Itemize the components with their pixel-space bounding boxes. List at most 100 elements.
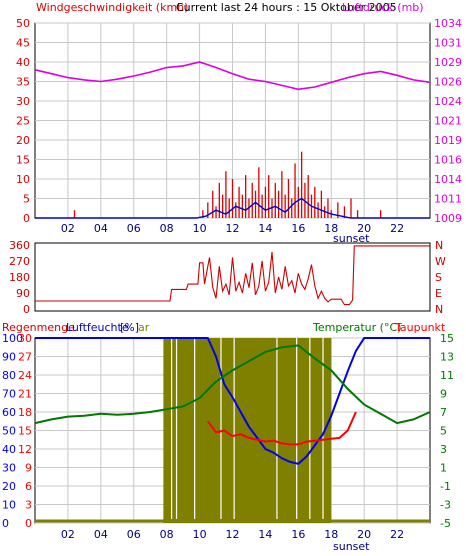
wind-tick-label: 40 — [16, 56, 30, 69]
rain-band — [163, 338, 332, 523]
x-tick-label-bottom: 16 — [291, 528, 305, 541]
compass-label: S — [435, 271, 442, 284]
humidity-tick-label: 90 — [2, 351, 16, 364]
dewpoint-tick-label: 6 — [25, 480, 32, 493]
x-tick-label-bottom: 02 — [61, 528, 75, 541]
x-tick-label-top: 02 — [61, 222, 75, 235]
pressure-tick-label: 1016 — [434, 154, 462, 167]
temperature-tick-label: -1 — [440, 480, 451, 493]
direction-tick-label: 180 — [9, 271, 30, 284]
wind-tick-label: 10 — [16, 173, 30, 186]
wind-tick-label: 5 — [23, 193, 30, 206]
x-tick-label-top: 14 — [258, 222, 272, 235]
sunset-label-bottom: sunset — [333, 540, 370, 552]
pressure-tick-label: 1014 — [434, 173, 462, 186]
x-tick-label-bottom: 06 — [127, 528, 141, 541]
x-tick-label-bottom: 04 — [94, 528, 108, 541]
x-tick-label-bottom: 12 — [226, 528, 240, 541]
dewpoint-tick-label: 3 — [25, 499, 32, 512]
temperature-tick-label: 13 — [440, 351, 454, 364]
humidity-tick-label: 40 — [2, 443, 16, 456]
dewpoint-tick-label: 27 — [18, 351, 32, 364]
pressure-tick-label: 1026 — [434, 76, 462, 89]
wind-tick-label: 30 — [16, 95, 30, 108]
compass-label: N — [435, 239, 443, 252]
temperature-tick-label: 7 — [440, 406, 447, 419]
temperature-tick-label: 11 — [440, 369, 454, 382]
dewpoint-tick-label: 0 — [25, 517, 32, 530]
pressure-tick-label: 1019 — [434, 134, 462, 147]
direction-tick-label: 0 — [23, 303, 30, 316]
wind-tick-label: 20 — [16, 134, 30, 147]
x-tick-label-top: 12 — [226, 222, 240, 235]
compass-label: W — [435, 255, 446, 268]
dewpoint-label: Taupunkt — [394, 321, 446, 334]
wind-axis-title: Windgeschwindigkeit (kmh) — [36, 1, 188, 14]
temperature-tick-label: 9 — [440, 388, 447, 401]
direction-tick-label: 90 — [16, 287, 30, 300]
chart-layers: 0510152025303540455010091011101410161019… — [2, 17, 462, 541]
humidity-tick-label: 50 — [2, 425, 16, 438]
dewpoint-tick-label: 24 — [18, 369, 32, 382]
rain-unit-tail: ar — [138, 321, 150, 334]
x-tick-label-top: 18 — [324, 222, 338, 235]
pressure-line — [34, 61, 431, 91]
pressure-axis-title: Luftdruck (mb) — [342, 1, 424, 14]
dewpoint-tick-label: 30 — [18, 332, 32, 345]
direction-line — [35, 245, 430, 306]
x-tick-label-top: 08 — [160, 222, 174, 235]
wind-tick-label: 15 — [16, 154, 30, 167]
humidity-tick-label: 20 — [2, 480, 16, 493]
humidity-tick-label: 70 — [2, 388, 16, 401]
dewpoint-tick-label: 12 — [18, 443, 32, 456]
x-tick-label-bottom: 18 — [324, 528, 338, 541]
direction-tick-label: 360 — [9, 239, 30, 252]
dewpoint-line — [206, 411, 357, 446]
direction-tick-label: 270 — [9, 255, 30, 268]
chart-title: Current last 24 hours : 15 Oktober 2005 — [176, 1, 397, 14]
sunset-label-top: sunset — [333, 232, 370, 245]
wind-tick-label: 35 — [16, 76, 30, 89]
dewpoint-tick-label: 15 — [18, 425, 32, 438]
x-tick-label-top: 04 — [94, 222, 108, 235]
pressure-tick-label: 1009 — [434, 212, 462, 225]
humidity-tick-label: 80 — [2, 369, 16, 382]
pressure-tick-label: 1031 — [434, 37, 462, 50]
x-tick-label-bottom: 20 — [357, 528, 371, 541]
x-tick-label-top: 16 — [291, 222, 305, 235]
x-tick-label-bottom: 22 — [390, 528, 404, 541]
x-tick-label-top: 06 — [127, 222, 141, 235]
x-tick-label-top: 20 — [357, 222, 371, 235]
wind-tick-label: 0 — [23, 212, 30, 225]
humidity-label: Luftfeuchte — [66, 321, 129, 334]
x-tick-label-bottom: 14 — [258, 528, 272, 541]
temperature-tick-label: -5 — [440, 517, 451, 530]
rain-label: Regenmenge — [2, 321, 75, 334]
dewpoint-tick-label: 9 — [25, 462, 32, 475]
temperature-tick-label: 1 — [440, 462, 447, 475]
pressure-tick-label: 1029 — [434, 56, 462, 69]
pressure-tick-label: 1034 — [434, 17, 462, 30]
humidity-tick-label: 30 — [2, 462, 16, 475]
humidity-tick-label: 60 — [2, 406, 16, 419]
wind-tick-label: 45 — [16, 37, 30, 50]
humidity-tick-label: 10 — [2, 499, 16, 512]
compass-label: E — [435, 287, 442, 300]
x-tick-label-bottom: 10 — [193, 528, 207, 541]
wind-average-line — [35, 197, 430, 219]
dewpoint-tick-label: 21 — [18, 388, 32, 401]
pressure-tick-label: 1021 — [434, 115, 462, 128]
temperature-label: Temperatur (°C) — [312, 321, 401, 334]
x-tick-label-bottom: 08 — [160, 528, 174, 541]
humidity-line — [35, 337, 430, 465]
wind-tick-label: 50 — [16, 17, 30, 30]
pressure-tick-label: 1024 — [434, 95, 462, 108]
temperature-line — [34, 344, 431, 425]
temperature-tick-label: -3 — [440, 499, 451, 512]
humidity-tick-label: 0 — [2, 517, 9, 530]
x-tick-label-top: 10 — [193, 222, 207, 235]
humidity-tick-label: 100 — [2, 332, 23, 345]
panel2-frame — [34, 242, 431, 312]
compass-label: N — [435, 303, 443, 316]
